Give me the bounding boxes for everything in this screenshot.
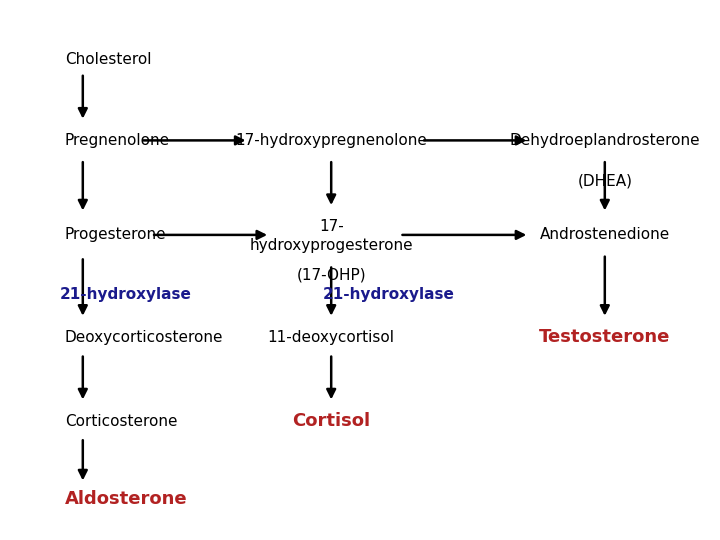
Text: 17-: 17- — [319, 219, 343, 234]
Text: Corticosterone: Corticosterone — [65, 414, 177, 429]
Text: (17-OHP): (17-OHP) — [297, 268, 366, 283]
Text: (DHEA): (DHEA) — [577, 173, 632, 188]
Text: Testosterone: Testosterone — [539, 328, 670, 347]
Text: Deoxycorticosterone: Deoxycorticosterone — [65, 330, 223, 345]
Text: Progesterone: Progesterone — [65, 227, 166, 242]
Text: 21-hydroxylase: 21-hydroxylase — [60, 287, 192, 302]
Text: 17-hydroxypregnenolone: 17-hydroxypregnenolone — [235, 133, 427, 148]
Text: Cortisol: Cortisol — [292, 412, 370, 430]
Text: Dehydroeplandrosterone: Dehydroeplandrosterone — [510, 133, 700, 148]
Text: Pregnenolone: Pregnenolone — [65, 133, 170, 148]
Text: Aldosterone: Aldosterone — [65, 490, 187, 509]
Text: Androstenedione: Androstenedione — [540, 227, 670, 242]
Text: hydroxyprogesterone: hydroxyprogesterone — [249, 238, 413, 253]
Text: Cholesterol: Cholesterol — [65, 52, 151, 67]
Text: 21-hydroxylase: 21-hydroxylase — [323, 287, 455, 302]
Text: 11-deoxycortisol: 11-deoxycortisol — [268, 330, 395, 345]
